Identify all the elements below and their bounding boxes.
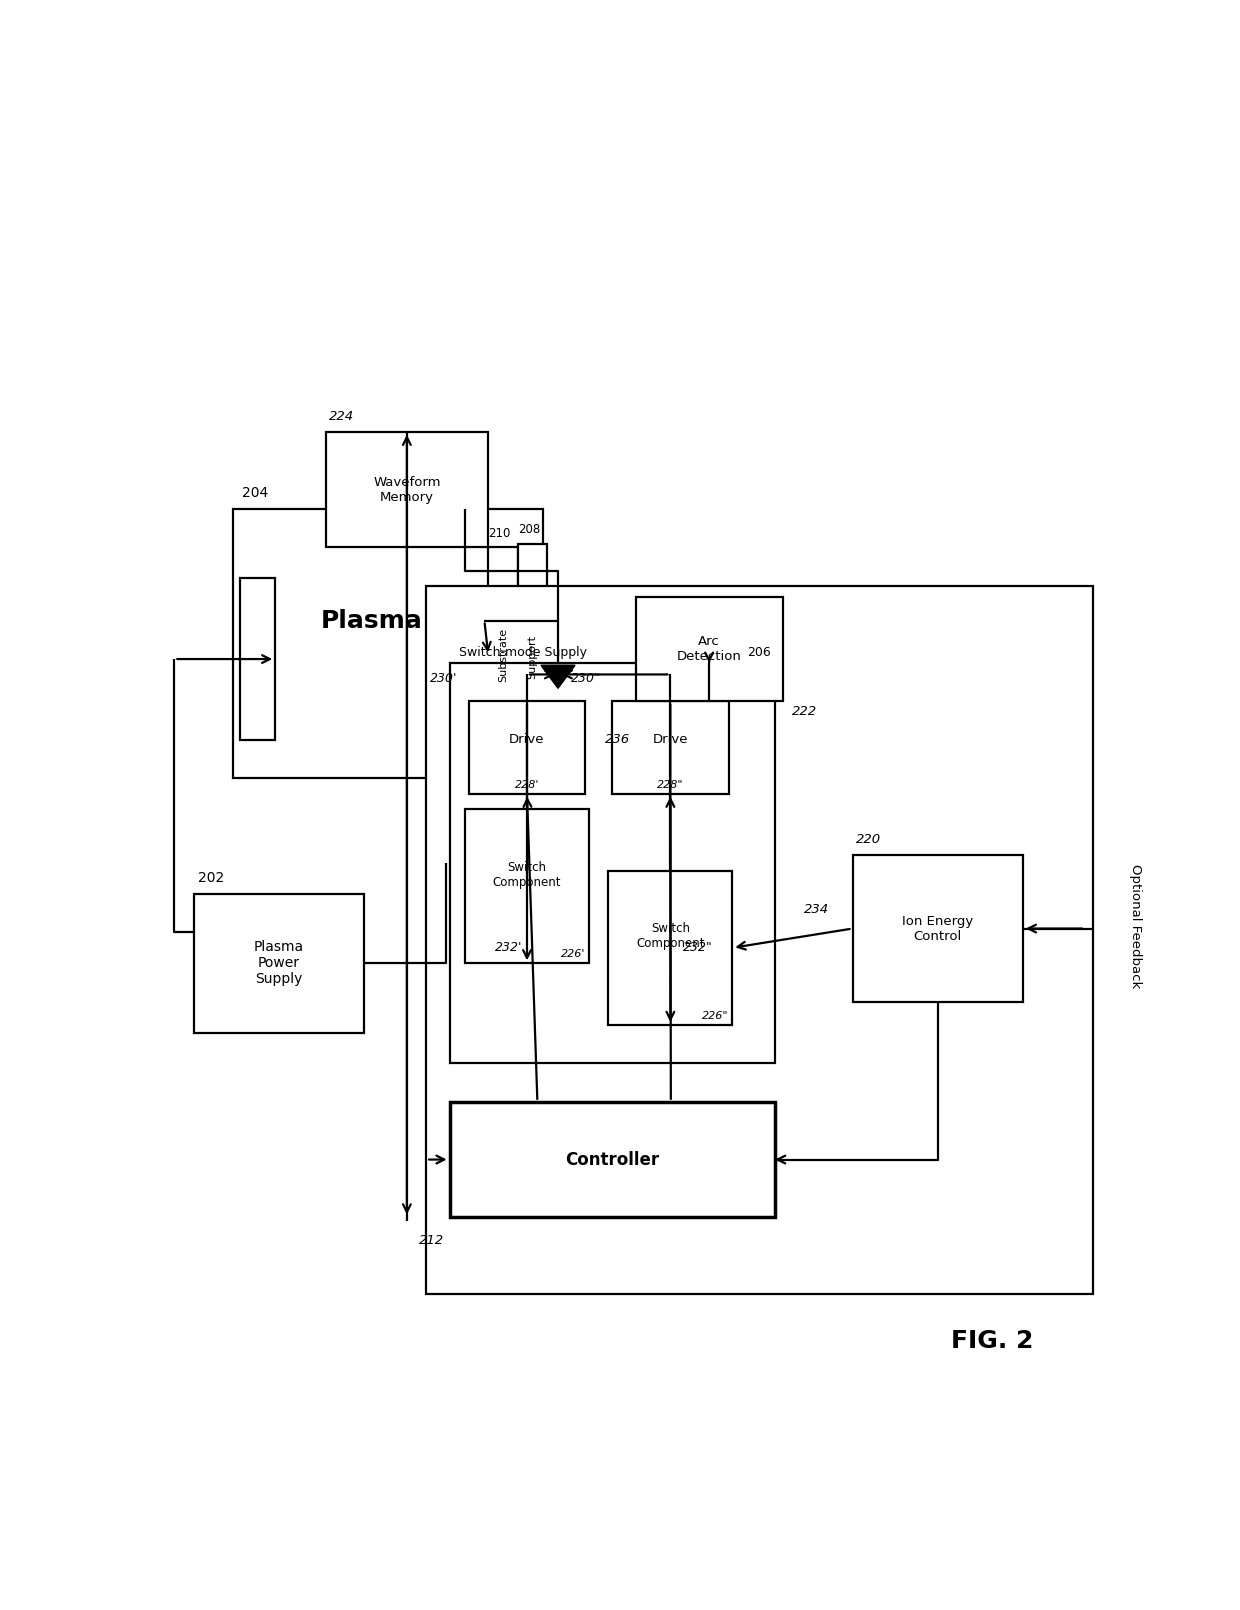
Bar: [241, 578, 275, 741]
Text: 232': 232': [495, 942, 522, 955]
Text: Arc
Detection: Arc Detection: [677, 636, 742, 663]
Bar: [233, 509, 543, 778]
Ellipse shape: [305, 562, 373, 613]
Text: 206: 206: [748, 646, 771, 658]
Text: 204: 204: [242, 486, 268, 499]
Ellipse shape: [346, 544, 398, 586]
Bar: [427, 586, 1092, 1294]
Bar: [193, 894, 365, 1032]
Bar: [613, 702, 729, 794]
Text: 232": 232": [682, 942, 712, 955]
Text: Support: Support: [527, 634, 537, 679]
Text: Substrate: Substrate: [498, 628, 508, 683]
Ellipse shape: [277, 588, 357, 652]
Bar: [518, 544, 547, 771]
Text: 234: 234: [804, 903, 830, 916]
Text: 226': 226': [560, 950, 585, 960]
Text: Plasma: Plasma: [321, 609, 423, 633]
Polygon shape: [541, 665, 575, 689]
Text: 226": 226": [702, 1011, 729, 1021]
Text: Waveform
Memory: Waveform Memory: [373, 475, 440, 504]
Bar: [609, 871, 733, 1026]
Bar: [489, 547, 518, 763]
Text: 212: 212: [419, 1233, 444, 1246]
Bar: [853, 855, 1023, 1001]
Text: 210: 210: [489, 526, 511, 539]
Text: Plasma
Power
Supply: Plasma Power Supply: [254, 940, 304, 987]
Text: Drive: Drive: [510, 734, 544, 747]
Text: 224: 224: [330, 409, 355, 423]
Ellipse shape: [387, 588, 467, 652]
Text: 236: 236: [605, 734, 630, 747]
Text: Optional Feedback: Optional Feedback: [1128, 865, 1142, 989]
Bar: [465, 810, 589, 963]
Text: 230': 230': [430, 671, 458, 684]
Bar: [469, 702, 585, 794]
Text: 228': 228': [515, 779, 539, 791]
Text: Switch
Component: Switch Component: [492, 861, 562, 889]
Text: 228": 228": [657, 779, 683, 791]
Text: FIG. 2: FIG. 2: [951, 1328, 1033, 1352]
Ellipse shape: [306, 583, 438, 678]
Ellipse shape: [371, 562, 439, 613]
Text: 220: 220: [857, 832, 882, 847]
Bar: [449, 663, 775, 1063]
Bar: [635, 597, 782, 702]
Text: 222: 222: [792, 705, 817, 718]
Text: Ion Energy
Control: Ion Energy Control: [903, 914, 973, 942]
Text: Drive: Drive: [652, 734, 688, 747]
Text: 208: 208: [518, 523, 539, 536]
Bar: [449, 1101, 775, 1217]
Bar: [325, 431, 489, 547]
Text: Switch-mode Supply: Switch-mode Supply: [459, 646, 587, 658]
Text: 230": 230": [570, 671, 600, 684]
Text: Switch
Component: Switch Component: [636, 923, 704, 950]
Text: 202: 202: [197, 871, 224, 884]
Text: Controller: Controller: [565, 1151, 660, 1169]
